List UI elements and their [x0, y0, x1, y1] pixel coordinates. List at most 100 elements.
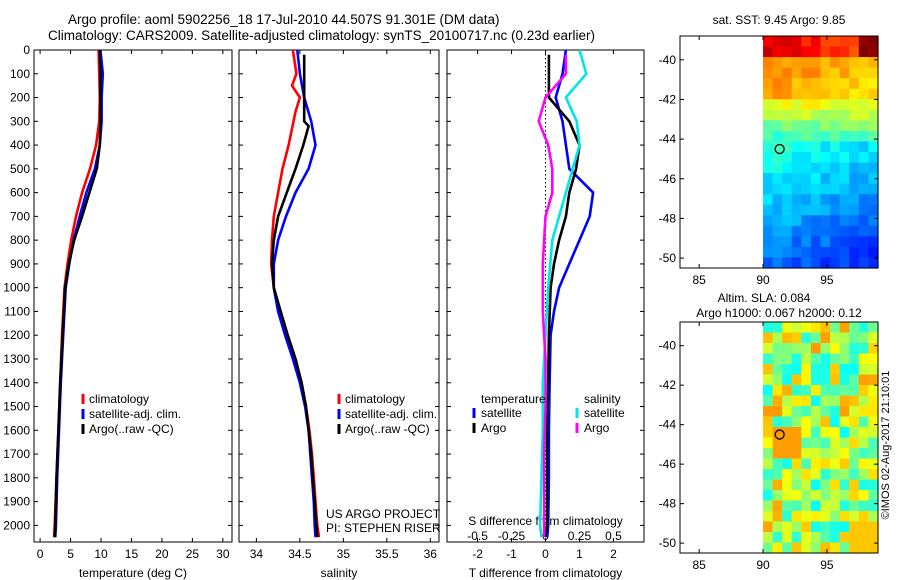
- map-cell: [772, 521, 783, 533]
- y-tick-label: 500: [10, 162, 30, 176]
- map-cell: [849, 162, 860, 174]
- map-cell: [782, 490, 793, 502]
- map-cell: [791, 36, 802, 48]
- map-cell: [849, 511, 860, 523]
- map-cell: [820, 427, 831, 439]
- argo-position-marker: [774, 143, 785, 155]
- map-cell: [839, 374, 850, 386]
- map-cell: [830, 130, 841, 143]
- map-cell: [810, 406, 822, 418]
- map-cell: [801, 183, 812, 195]
- plot-frame: [238, 49, 440, 543]
- map-cell: [849, 194, 860, 206]
- map-cell: [820, 130, 831, 143]
- map-cell: [801, 36, 812, 48]
- map-cell: [801, 109, 812, 121]
- map-cell: [868, 194, 879, 206]
- map-cell: [820, 109, 831, 121]
- map-cell: [810, 532, 822, 544]
- map-cell: [820, 437, 831, 449]
- y-tick-label: 1100: [4, 304, 30, 318]
- map-cell: [810, 416, 822, 428]
- map-cell: [858, 521, 870, 533]
- map-cell: [782, 88, 793, 100]
- map-cell: [839, 36, 850, 48]
- map-cell: [839, 141, 850, 153]
- map-cell: [801, 469, 812, 481]
- map-cell: [791, 469, 802, 481]
- map-cell: [801, 458, 812, 470]
- map-cell: [763, 322, 774, 334]
- map-cell: [830, 141, 841, 153]
- map-cell: [830, 532, 841, 544]
- map-cell: [839, 458, 850, 470]
- map-cell: [810, 395, 822, 407]
- map-cell: [772, 99, 783, 111]
- map-cell: [791, 437, 802, 449]
- map-cell: [830, 469, 841, 481]
- map-cell: [763, 353, 774, 365]
- map-cell: [820, 500, 831, 512]
- map-cell: [839, 437, 850, 449]
- map-frame: [679, 321, 879, 554]
- y-tick-label: 700: [10, 209, 30, 223]
- map-cell: [858, 141, 870, 153]
- legend-label: satellite-adj. clim.: [89, 407, 181, 421]
- map-cell: [839, 257, 850, 269]
- map-cell: [810, 257, 822, 269]
- map-cell: [820, 521, 831, 533]
- map-cell: [801, 416, 812, 428]
- map-cell: [868, 152, 879, 164]
- map-cell: [782, 406, 793, 418]
- map-cell: [791, 427, 802, 439]
- y-tick-label: 900: [10, 257, 30, 271]
- map-cell: [772, 141, 783, 153]
- map-cell: [820, 46, 831, 58]
- map-cell: [772, 427, 783, 439]
- series-line-satellite_salinity: [538, 49, 588, 538]
- map-cell: [839, 215, 850, 227]
- map-cell: [839, 427, 850, 439]
- map-cell: [782, 542, 793, 554]
- map-cell: [772, 374, 783, 386]
- map-cell: [839, 416, 850, 428]
- map-cell: [858, 173, 870, 185]
- map-cell: [772, 257, 783, 269]
- top-x-tick-label: 0.5: [605, 529, 622, 543]
- map-cell: [772, 322, 783, 334]
- map-cell: [839, 130, 850, 143]
- map-cell: [849, 225, 860, 237]
- map-cell: [839, 246, 850, 259]
- map-cell: [858, 364, 870, 376]
- map-cell: [820, 215, 831, 227]
- map-cell: [830, 88, 841, 100]
- map-cell: [820, 194, 831, 206]
- x-tick-label: 25: [186, 547, 200, 561]
- map-cell: [858, 225, 870, 237]
- lat-tick-label: -44: [659, 418, 677, 432]
- map-cell: [839, 162, 850, 174]
- map-cell: [839, 88, 850, 100]
- map-cell: [782, 141, 793, 153]
- map-cell: [849, 395, 860, 407]
- top-x-tick-label: -0.5: [467, 529, 488, 543]
- map-cell: [801, 479, 812, 491]
- map-cell: [868, 511, 879, 523]
- map-cell: [849, 385, 860, 397]
- map-cell: [782, 46, 793, 58]
- map-cell: [849, 173, 860, 185]
- map-cell: [858, 343, 870, 355]
- series-line-argo: [53, 49, 102, 538]
- map-cell: [858, 353, 870, 365]
- map-cell: [810, 78, 822, 90]
- map-cell: [791, 374, 802, 386]
- map-cell: [810, 246, 822, 259]
- x-tick-label: -2: [472, 547, 483, 561]
- map-cell: [839, 99, 850, 111]
- map-cell: [849, 532, 860, 544]
- map-cell: [868, 416, 879, 428]
- legend-label: satellite: [481, 406, 522, 420]
- y-tick-label: 1600: [3, 423, 30, 437]
- map-cell: [820, 364, 831, 376]
- sst-map-panel: -40 -42 -44 -46 -48 -50 85 90 95 sat. SST: 9.45 A…: [659, 13, 879, 287]
